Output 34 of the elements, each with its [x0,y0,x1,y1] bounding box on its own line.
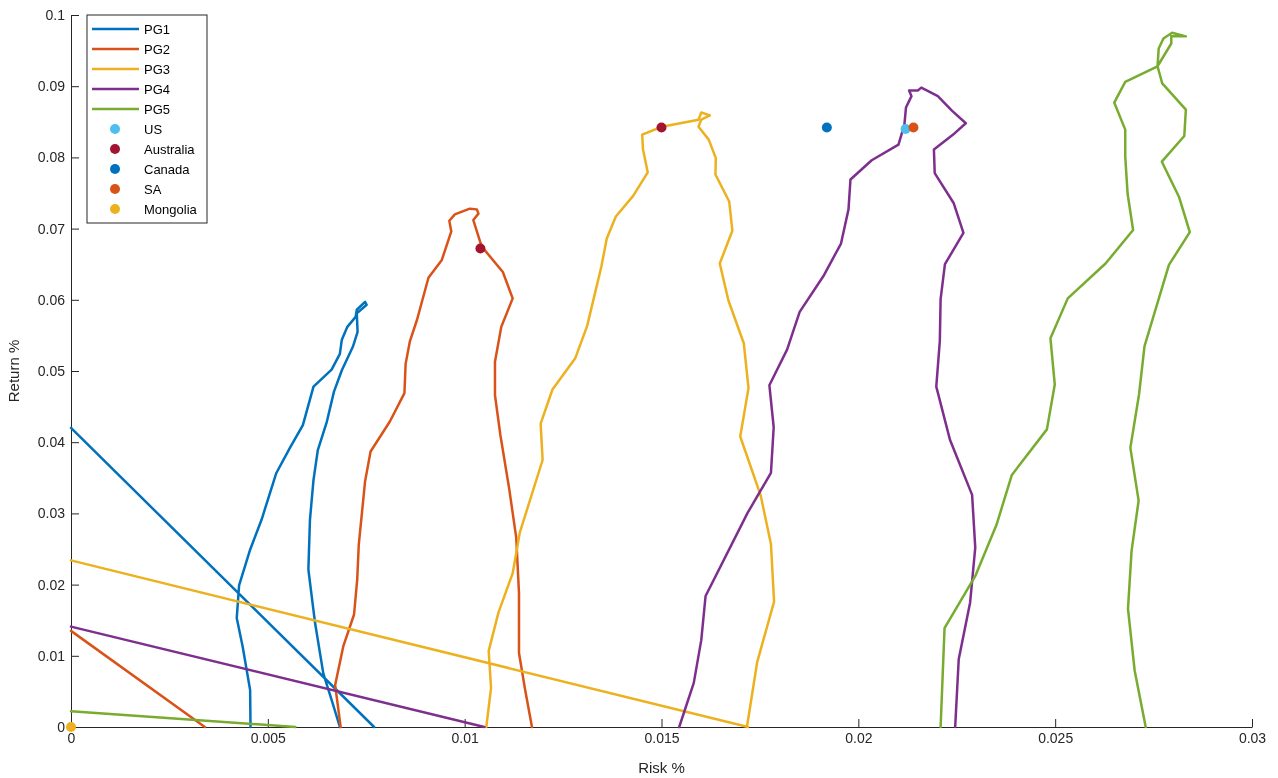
point [66,722,76,732]
legend-label: US [144,122,163,137]
x-axis-title: Risk % [638,759,685,776]
legend-label: PG3 [144,62,171,77]
legend-label: SA [144,182,162,197]
point [908,122,919,133]
y-tick-label: 0.09 [37,78,66,95]
y-tick-label: 0.05 [37,362,66,379]
y-tick-label: 0.06 [37,291,66,308]
y-tick-label: 0.04 [37,434,66,451]
legend-label: PG5 [144,102,171,117]
legend-label: Mongolia [144,202,198,217]
y-axis-title: Return % [5,339,22,403]
y-tick-label: 0.01 [37,647,66,664]
y-tick-label: 0.02 [37,576,66,593]
x-tick-label: 0.02 [845,729,873,746]
point [656,122,667,133]
legend-label: PG4 [144,82,171,97]
y-tick-label: 0.08 [37,149,66,166]
x-tick-label: 0.01 [451,729,479,746]
x-tick-label: 0.015 [644,729,680,746]
y-tick-label: 0.07 [37,220,66,237]
y-tick-label: 0 [57,718,66,735]
legend-label: Australia [144,142,196,157]
y-tick-label: 0.03 [37,505,66,522]
point [821,122,832,133]
x-tick-label: 0.03 [1238,729,1267,746]
point [475,243,486,254]
legend-label: PG2 [144,42,171,57]
legend-label: Canada [144,162,191,177]
x-tick-label: 0.005 [250,729,287,746]
y-tick-label: 0.1 [45,6,66,23]
x-tick-label: 0.025 [1038,729,1074,746]
legend-label: PG1 [144,22,171,37]
